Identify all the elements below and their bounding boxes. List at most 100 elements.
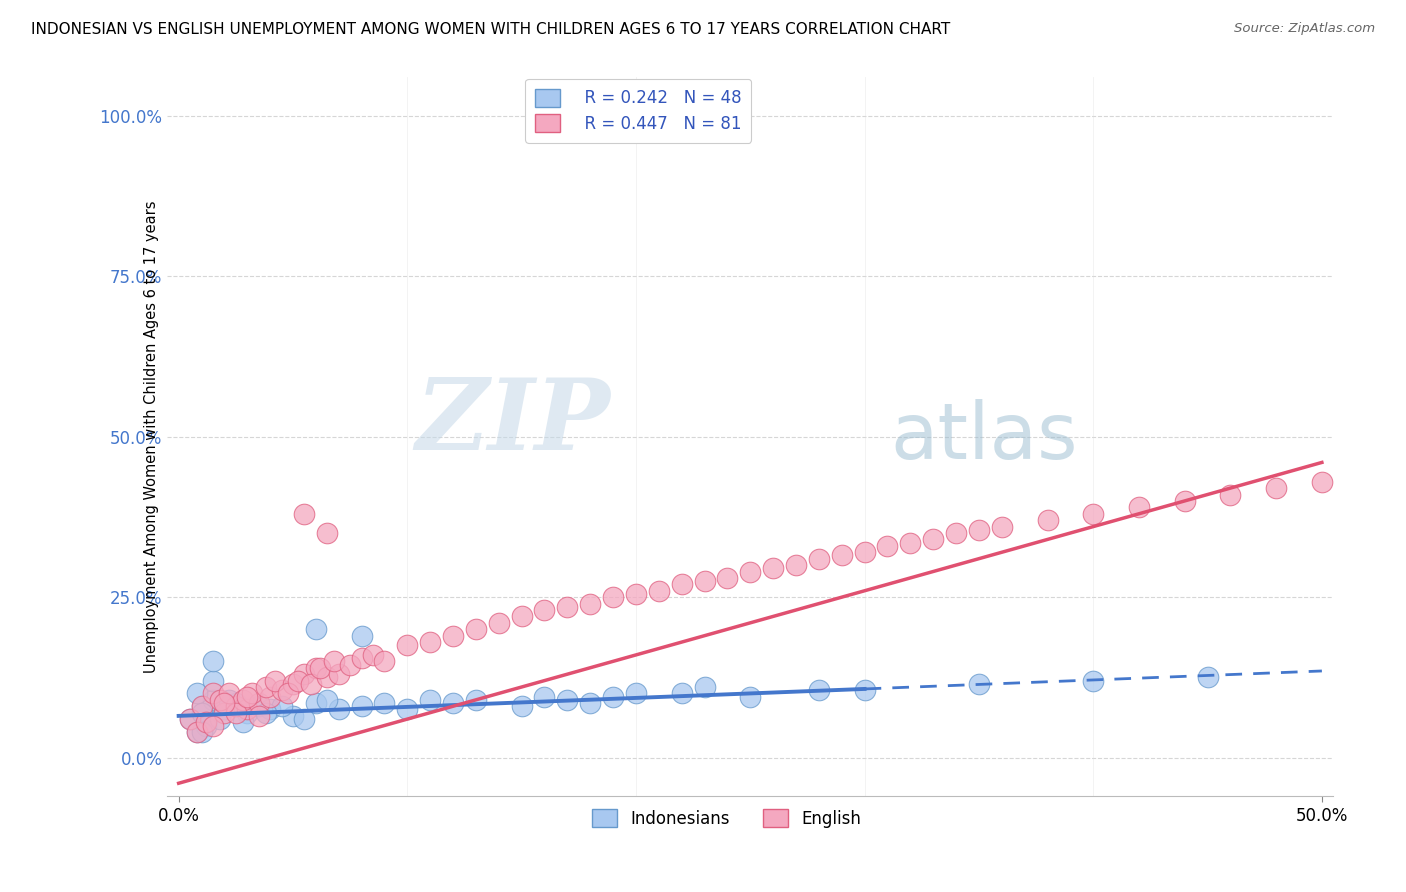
Point bbox=[898, 535, 921, 549]
Point bbox=[294, 712, 316, 726]
Point bbox=[305, 696, 328, 710]
Point bbox=[1128, 500, 1150, 515]
Point bbox=[373, 654, 395, 668]
Point bbox=[201, 673, 224, 688]
Point bbox=[361, 648, 384, 662]
Point bbox=[201, 686, 224, 700]
Point bbox=[693, 574, 716, 588]
Point bbox=[232, 693, 254, 707]
Point bbox=[1083, 673, 1105, 688]
Point bbox=[316, 693, 339, 707]
Point bbox=[247, 699, 270, 714]
Point bbox=[602, 690, 624, 704]
Point bbox=[179, 712, 201, 726]
Point bbox=[740, 565, 762, 579]
Point bbox=[201, 693, 224, 707]
Point bbox=[190, 725, 212, 739]
Point bbox=[236, 706, 259, 720]
Y-axis label: Unemployment Among Women with Children Ages 6 to 17 years: Unemployment Among Women with Children A… bbox=[143, 201, 159, 673]
Point bbox=[179, 712, 201, 726]
Point bbox=[464, 622, 486, 636]
Point bbox=[225, 699, 247, 714]
Point bbox=[624, 587, 647, 601]
Point bbox=[853, 683, 876, 698]
Point bbox=[807, 551, 830, 566]
Point bbox=[624, 686, 647, 700]
Point bbox=[716, 571, 738, 585]
Point bbox=[270, 683, 292, 698]
Point bbox=[1310, 475, 1333, 489]
Point bbox=[236, 702, 259, 716]
Point bbox=[186, 725, 208, 739]
Point bbox=[510, 609, 533, 624]
Point bbox=[853, 545, 876, 559]
Point bbox=[762, 561, 785, 575]
Point bbox=[270, 699, 292, 714]
Point bbox=[339, 657, 361, 672]
Point bbox=[396, 638, 419, 652]
Point bbox=[195, 718, 218, 732]
Point bbox=[323, 654, 346, 668]
Point bbox=[305, 622, 328, 636]
Point bbox=[419, 635, 441, 649]
Point bbox=[328, 702, 350, 716]
Point bbox=[259, 690, 281, 704]
Point bbox=[991, 519, 1014, 533]
Point bbox=[294, 507, 316, 521]
Point bbox=[316, 526, 339, 541]
Point bbox=[281, 677, 304, 691]
Point bbox=[1265, 481, 1288, 495]
Point bbox=[281, 709, 304, 723]
Point bbox=[254, 706, 277, 720]
Point bbox=[967, 523, 990, 537]
Legend: Indonesians, English: Indonesians, English bbox=[585, 803, 869, 835]
Point bbox=[309, 661, 332, 675]
Point bbox=[236, 690, 259, 704]
Point bbox=[693, 680, 716, 694]
Point bbox=[214, 696, 236, 710]
Point bbox=[218, 686, 240, 700]
Point bbox=[807, 683, 830, 698]
Point bbox=[648, 583, 671, 598]
Point bbox=[259, 702, 281, 716]
Point bbox=[740, 690, 762, 704]
Point bbox=[225, 696, 247, 710]
Point bbox=[214, 702, 236, 716]
Text: ZIP: ZIP bbox=[415, 374, 610, 471]
Point bbox=[1036, 513, 1059, 527]
Point bbox=[277, 686, 299, 700]
Point bbox=[441, 629, 464, 643]
Point bbox=[671, 686, 693, 700]
Point bbox=[1197, 670, 1219, 684]
Point bbox=[876, 539, 898, 553]
Point bbox=[186, 686, 208, 700]
Point bbox=[232, 715, 254, 730]
Point bbox=[464, 693, 486, 707]
Point bbox=[488, 615, 510, 630]
Point bbox=[294, 667, 316, 681]
Point bbox=[201, 654, 224, 668]
Point bbox=[945, 526, 967, 541]
Point bbox=[671, 577, 693, 591]
Point bbox=[1219, 487, 1241, 501]
Point bbox=[195, 715, 218, 730]
Point bbox=[831, 549, 853, 563]
Point bbox=[240, 686, 263, 700]
Point bbox=[195, 715, 218, 730]
Text: atlas: atlas bbox=[890, 399, 1078, 475]
Point bbox=[186, 725, 208, 739]
Point bbox=[263, 673, 285, 688]
Point bbox=[190, 699, 212, 714]
Point bbox=[419, 693, 441, 707]
Point bbox=[579, 597, 602, 611]
Point bbox=[579, 696, 602, 710]
Point bbox=[316, 670, 339, 684]
Point bbox=[922, 533, 945, 547]
Point bbox=[328, 667, 350, 681]
Point bbox=[201, 718, 224, 732]
Point bbox=[254, 680, 277, 694]
Point bbox=[218, 693, 240, 707]
Point bbox=[1174, 494, 1197, 508]
Point bbox=[373, 696, 395, 710]
Point bbox=[510, 699, 533, 714]
